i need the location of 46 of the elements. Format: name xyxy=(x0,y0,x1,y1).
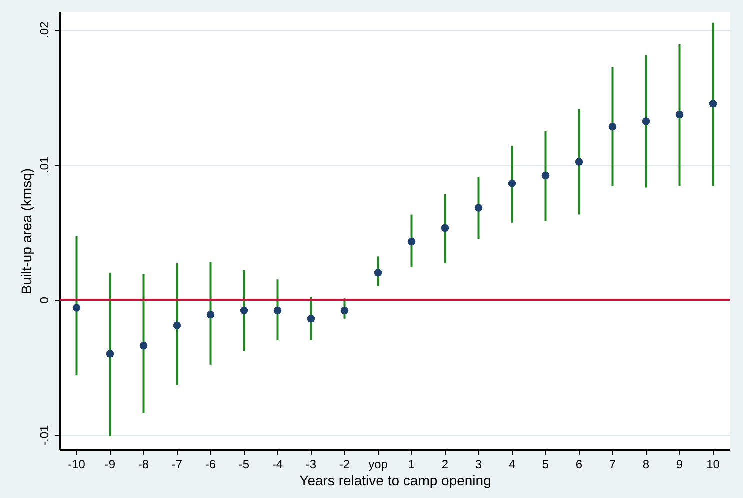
point xyxy=(542,172,550,180)
point xyxy=(642,118,650,126)
x-tick-label: 2 xyxy=(442,458,449,472)
point xyxy=(608,123,617,131)
x-tick-label: -6 xyxy=(205,458,216,472)
x-tick-label: 7 xyxy=(609,458,616,472)
x-tick-label: -7 xyxy=(172,458,183,472)
point xyxy=(408,238,416,246)
x-tick-label: -9 xyxy=(104,458,116,472)
x-tick-label: 6 xyxy=(576,458,583,472)
y-tick-label: -.01 xyxy=(38,424,52,446)
point xyxy=(374,269,382,277)
point xyxy=(575,158,584,166)
point xyxy=(307,315,316,323)
point xyxy=(72,304,81,312)
y-tick-label: .01 xyxy=(38,156,52,174)
y-tick-label: 0 xyxy=(38,296,52,304)
x-tick-label: -10 xyxy=(68,458,86,472)
point xyxy=(206,310,215,319)
x-axis-title: Years relative to camp opening xyxy=(300,472,492,488)
point xyxy=(508,180,516,188)
x-tick-label: 10 xyxy=(706,458,720,472)
point xyxy=(274,306,282,315)
point xyxy=(140,342,148,350)
x-tick-label: -4 xyxy=(272,458,284,472)
point xyxy=(106,350,114,358)
point xyxy=(240,306,248,315)
x-tick-label: 3 xyxy=(475,458,482,472)
point xyxy=(474,204,483,212)
x-tick-label: -5 xyxy=(238,458,250,472)
x-tick-label: 5 xyxy=(542,458,550,472)
point xyxy=(173,322,182,330)
point xyxy=(709,100,718,108)
x-tick-label: yop xyxy=(368,458,388,472)
y-axis-title: Built-up area (kmsq) xyxy=(18,168,34,295)
x-tick-label: 9 xyxy=(676,458,684,472)
x-tick-label: 1 xyxy=(408,458,416,472)
x-tick-label: 8 xyxy=(642,458,650,472)
y-tick-label: .02 xyxy=(38,21,52,38)
x-tick-label: 4 xyxy=(508,458,516,472)
point xyxy=(441,224,450,232)
x-tick-label: -3 xyxy=(306,458,317,472)
x-tick-label: -2 xyxy=(339,458,350,472)
x-tick-label: -8 xyxy=(138,458,150,472)
point xyxy=(340,306,349,315)
point xyxy=(676,110,684,119)
